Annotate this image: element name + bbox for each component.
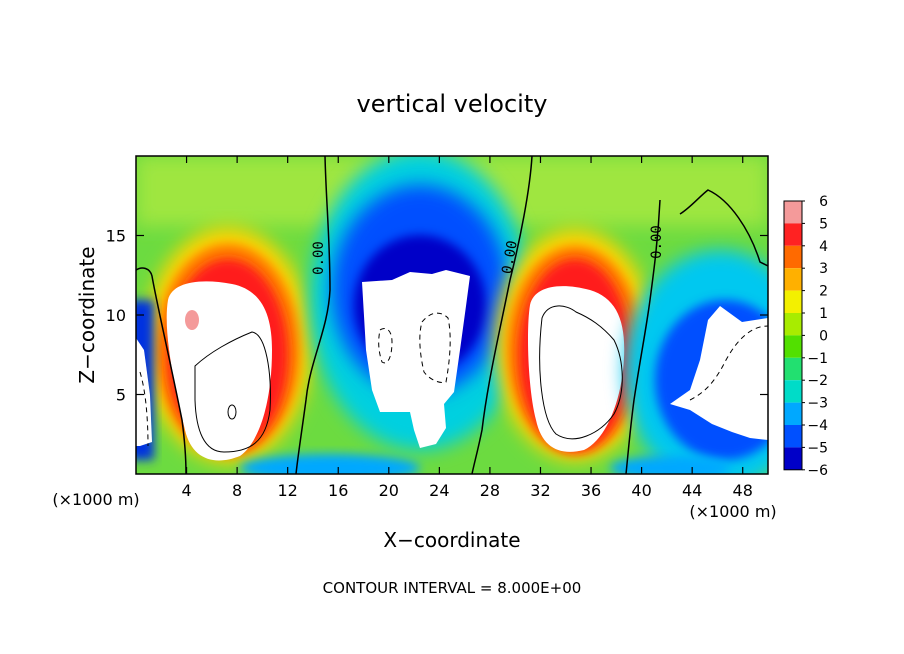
- x-tick-label: 40: [631, 481, 651, 500]
- colorbar-swatch: [784, 223, 802, 246]
- colorbar-label: 4: [819, 239, 828, 255]
- x-tick-label: 24: [429, 481, 449, 500]
- updraft-right-core: [528, 286, 625, 452]
- x-tick-label: 32: [530, 481, 550, 500]
- colorbar-swatch: [784, 357, 802, 381]
- colorbar-label: −1: [807, 351, 828, 367]
- x-tick-label: 48: [733, 481, 753, 500]
- y-axis-label: Z−coordinate: [75, 246, 99, 383]
- colorbar-label: −4: [807, 418, 828, 434]
- colorbar-label: −5: [807, 440, 828, 456]
- contour-left-inner: [194, 331, 271, 453]
- downdraft-left-edge: [136, 300, 154, 460]
- x-unit-right: (×1000 m): [689, 502, 776, 521]
- x-tick-label: 28: [480, 481, 500, 500]
- low-band-left: [240, 454, 420, 474]
- colorbar-swatch: [784, 201, 802, 224]
- colorbar-label: −3: [807, 396, 828, 412]
- colorbar-label: 5: [819, 216, 828, 232]
- y-tick-label: 5: [116, 386, 126, 405]
- y-tick-label: 15: [106, 227, 126, 246]
- x-tick-label: 20: [379, 481, 399, 500]
- contour-zero-4: [679, 189, 768, 267]
- contour-label-1: 0.00: [311, 241, 327, 275]
- colorbar-swatch: [784, 245, 802, 269]
- colorbar-swatch: [784, 290, 802, 313]
- x-tick-label: 16: [328, 481, 348, 500]
- contour-interval-footer: CONTOUR INTERVAL = 8.000E+00: [323, 579, 582, 597]
- contour-zero-3: [625, 199, 661, 474]
- colorbar-label: 3: [819, 261, 828, 277]
- y-tick-label: 10: [106, 306, 126, 325]
- plot-area: 0.00 0.00 0.00: [136, 156, 768, 474]
- contour-left-dashed: [139, 371, 149, 447]
- colorbar-label: 2: [819, 284, 828, 300]
- x-tick-label: 36: [581, 481, 601, 500]
- colorbar-swatch: [784, 447, 802, 470]
- y-axis: 5 10 15: [106, 227, 768, 405]
- contour-right-dashed: [689, 325, 768, 401]
- colorbar-swatch: [784, 402, 802, 425]
- colorbar-label: 1: [819, 306, 828, 322]
- x-tick-label: 4: [181, 481, 191, 500]
- contour-right-inner: [539, 305, 623, 440]
- colorbar-swatch: [784, 335, 802, 358]
- contour-zero-5: [136, 267, 187, 474]
- colorbar-swatch: [784, 268, 802, 291]
- colorbar-label: −6: [807, 463, 828, 479]
- low-band-right: [610, 456, 730, 474]
- colorbar: 6 5 4 3 2 1 0 −1 −2 −3 −4 −5 −6: [783, 194, 828, 479]
- contour-left-small: [227, 404, 237, 420]
- contour-label-3: 0.00: [649, 225, 665, 259]
- chart-title: vertical velocity: [357, 90, 548, 118]
- contour-zero-1: [295, 156, 331, 474]
- colorbar-swatch: [784, 313, 802, 336]
- downdraft-middle-core: [362, 270, 470, 448]
- contour-zero-2: [471, 156, 533, 474]
- contour-middle-dashed: [419, 312, 451, 383]
- colorbar-swatch: [784, 380, 802, 403]
- updraft-right: [495, 229, 655, 461]
- updraft-left: [144, 227, 312, 463]
- low-level-band: [240, 454, 730, 474]
- contour-middle-dashed-2: [378, 328, 393, 364]
- contour-lines: [136, 156, 768, 474]
- colorbar-label: 6: [819, 194, 828, 210]
- updraft-left-pink: [185, 310, 199, 330]
- colorbar-swatch: [784, 425, 802, 448]
- x-axis-label: X−coordinate: [383, 528, 520, 552]
- x-tick-label: 44: [682, 481, 702, 500]
- contour-labels: 0.00 0.00 0.00: [311, 225, 665, 275]
- x-axis: 4 8 12 16 20 24 28 32 36 40 44 48: [181, 156, 753, 500]
- x-unit-left: (×1000 m): [52, 490, 139, 509]
- contour-label-2: 0.00: [499, 239, 521, 275]
- colorbar-label: 0: [819, 328, 828, 344]
- colorbar-label: −2: [807, 373, 828, 389]
- x-tick-label: 12: [278, 481, 298, 500]
- x-tick-label: 8: [232, 481, 242, 500]
- downdraft-middle: [310, 156, 530, 450]
